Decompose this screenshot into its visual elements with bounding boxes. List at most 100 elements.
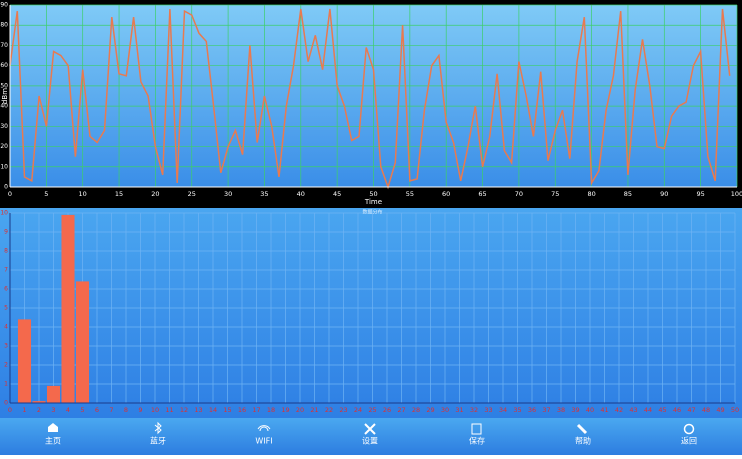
x-tick-label: 45 [333,190,341,198]
nav-label[interactable]: 帮助 [575,436,591,446]
nav-home[interactable]: 主页 [45,423,61,446]
x-tick-label: 25 [368,406,376,414]
x-tick-label: 11 [165,406,173,414]
data-line [9,8,731,190]
x-tick-label: 20 [296,406,304,414]
nav-label[interactable]: 蓝牙 [150,436,166,446]
x-tick-label: 13 [194,406,202,414]
x-tick-label: 12 [180,406,188,414]
x-tick-label: 0 [8,190,12,198]
x-tick-label: 85 [624,190,632,198]
nav-wifi[interactable]: WIFI [255,425,273,446]
x-tick-label: 19 [281,406,289,414]
x-tick-label: 31 [455,406,463,414]
x-tick-label: 4 [66,406,70,414]
x-tick-label: 46 [673,406,681,414]
y-tick-label: 60 [0,62,8,69]
x-tick-label: 15 [115,190,123,198]
x-tick-label: 22 [325,406,333,414]
bar [75,281,90,403]
x-tick-label: 8 [124,406,128,414]
x-tick-label: 37 [542,406,550,414]
x-tick-label: 14 [209,406,217,414]
nav-bluetooth[interactable]: 蓝牙 [150,421,166,446]
y-tick-label: 90 [0,2,8,9]
y-tick-label: 80 [0,22,8,29]
nav-label[interactable]: 返回 [681,437,697,446]
y-tick-label: 70 [0,42,8,49]
x-tick-label: 40 [586,406,594,414]
x-tick-label: 70 [515,190,523,198]
x-tick-label: 32 [470,406,478,414]
nav-settings[interactable]: 设置 [362,423,378,446]
x-tick-label: 28 [412,406,420,414]
x-tick-label: 26 [383,406,391,414]
x-tick-label: 10 [79,190,87,198]
x-tick-label: 23 [339,406,347,414]
x-tick-label: 100 [731,190,742,198]
x-tick-label: 1 [22,406,26,414]
x-tick-label: 29 [426,406,434,414]
bar [46,385,61,403]
y-tick-label: 5 [4,305,8,312]
nav-label[interactable]: 主页 [45,436,61,446]
x-tick-label: 9 [138,406,142,414]
y-tick-label: 2 [4,362,8,369]
x-tick-label: 40 [297,190,305,198]
x-tick-label: 39 [571,406,579,414]
x-tick-label: 20 [151,190,159,198]
y-tick-label: 7 [4,267,8,274]
chart-title: 数据分布 [362,209,382,216]
x-tick-label: 33 [484,406,492,414]
bar [17,319,32,403]
x-tick-label: 50 [369,190,377,198]
x-tick-label: 3 [51,406,55,414]
x-tick-label: 36 [528,406,536,414]
y-tick-label: 10 [0,210,8,217]
nav-back[interactable]: 返回 [681,423,697,446]
x-tick-label: 80 [587,190,595,198]
bar [32,401,46,403]
y-tick-label: 30 [0,123,8,130]
y-tick-label: 6 [4,286,8,293]
nav-help[interactable]: 帮助 [575,423,591,446]
bar [61,214,75,403]
x-tick-label: 27 [397,406,405,414]
nav-save[interactable]: 保存 [469,423,485,446]
x-tick-label: 18 [267,406,275,414]
x-tick-label: 95 [697,190,705,198]
nav-label[interactable]: 保存 [469,436,485,446]
x-tick-label: 15 [223,406,231,414]
x-tick-label: 30 [224,190,232,198]
x-tick-label: 34 [499,406,507,414]
x-tick-label: 10 [151,406,159,414]
x-tick-label: 44 [644,406,652,414]
x-tick-label: 45 [658,406,666,414]
nav-label[interactable]: WIFI [255,437,272,446]
y-tick-label: 0 [4,400,8,407]
x-tick-label: 24 [354,406,362,414]
x-tick-label: 43 [629,406,637,414]
y-tick-label: 8 [4,248,8,255]
x-tick-label: 21 [310,406,318,414]
x-tick-label: 2 [37,406,41,414]
x-tick-label: 30 [441,406,449,414]
y-tick-label: 50 [0,82,8,89]
x-tick-label: 38 [557,406,565,414]
x-tick-label: 49 [716,406,724,414]
y-tick-label: 4 [4,324,8,331]
x-tick-label: 0 [8,406,12,414]
x-axis-label: Time [364,198,382,206]
x-tick-label: 60 [442,190,450,198]
x-tick-label: 17 [252,406,260,414]
x-tick-label: 75 [551,190,559,198]
y-tick-label: 10 [0,163,8,170]
x-tick-label: 42 [615,406,623,414]
x-tick-label: 16 [238,406,246,414]
x-tick-label: 47 [687,406,695,414]
x-tick-label: 90 [660,190,668,198]
x-tick-label: 25 [188,190,196,198]
nav-label[interactable]: 设置 [362,436,378,446]
